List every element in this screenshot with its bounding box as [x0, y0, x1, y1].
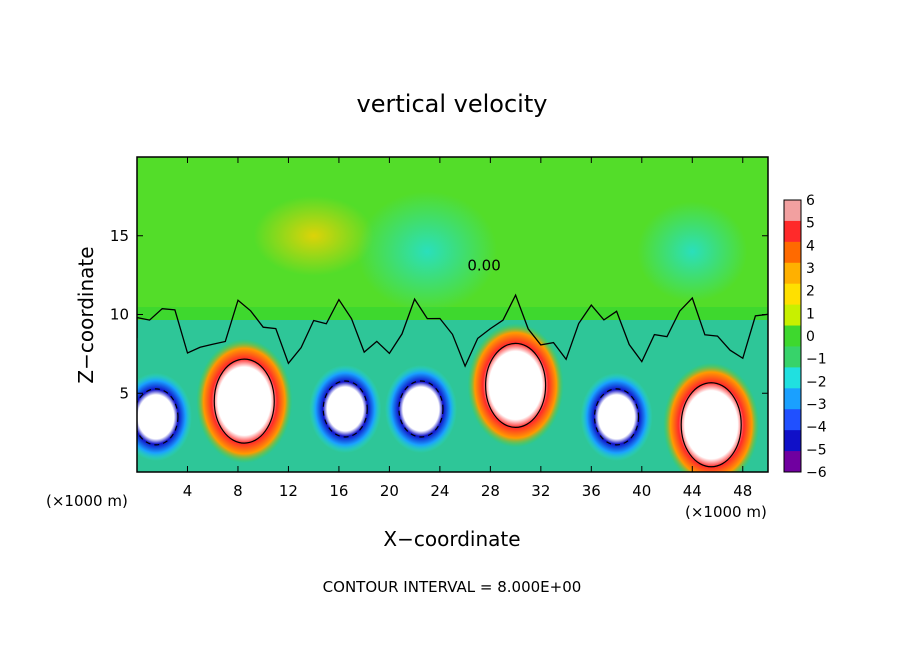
colorbar-tick-12: −6 — [806, 465, 827, 481]
y-tick-label-2: 15 — [110, 227, 129, 245]
colorbar-tick-11: −5 — [806, 442, 827, 458]
downdraft-core-5 — [580, 372, 653, 461]
colorbar-tick-8: −2 — [806, 374, 827, 390]
updraft-core-6 — [663, 362, 760, 472]
contour-core-5 — [593, 388, 640, 446]
colorbar-tick-0: 6 — [806, 193, 815, 209]
weak-downdraft-region — [357, 191, 498, 312]
colorbar-tick-2: 4 — [806, 238, 815, 254]
contour-core-1 — [213, 358, 275, 444]
updraft-core-4 — [467, 323, 564, 448]
colorbar-swatch-8 — [784, 367, 801, 389]
colorbar-swatch-3 — [784, 262, 801, 285]
x-tick-label-7: 32 — [531, 482, 550, 500]
downdraft-core-0 — [137, 372, 192, 461]
x-tick-label-9: 40 — [632, 482, 651, 500]
contour-core-4 — [484, 342, 547, 428]
colorbar-swatch-6 — [784, 325, 801, 347]
downdraft-core-2 — [309, 365, 382, 453]
updraft-core-1 — [196, 339, 293, 464]
plot-area — [137, 157, 768, 472]
y-axis-label: Z−coordinate — [74, 246, 98, 383]
colorbar: 6 5 4 3 2 1 0 −1 −2 −3 −4 −5 −6 — [783, 193, 827, 481]
colorbar-swatch-11 — [784, 430, 801, 452]
contour-core-2 — [322, 380, 368, 438]
contour-lines: 0.00 — [137, 256, 768, 468]
colorbar-swatch-7 — [784, 346, 801, 368]
contour-core-0 — [137, 388, 179, 446]
colorbar-swatch-5 — [784, 304, 801, 327]
colorbar-swatch-10 — [784, 409, 801, 431]
x-tick-label-2: 12 — [279, 482, 298, 500]
x-tick-label-10: 44 — [683, 482, 702, 500]
colorbar-swatch-4 — [784, 283, 801, 306]
x-unit-left: (×1000 m) — [46, 492, 128, 510]
colorbar-tick-1: 5 — [806, 216, 815, 232]
x-tick-label-5: 24 — [430, 482, 449, 500]
weak-updraft-region — [253, 195, 374, 276]
colorbar-frame — [783, 199, 802, 473]
x-tick-label-3: 16 — [329, 482, 348, 500]
colorbar-tick-7: −1 — [806, 352, 827, 368]
downdraft-core-3 — [384, 365, 457, 453]
x-axis-label: X−coordinate — [383, 527, 520, 551]
colorbar-tick-9: −3 — [806, 397, 827, 413]
colorbar-swatch-1 — [784, 220, 801, 243]
contour-interval-note: CONTOUR INTERVAL = 8.000E+00 — [323, 578, 582, 596]
colorbar-tick-10: −4 — [806, 420, 827, 436]
x-unit-right: (×1000 m) — [685, 503, 767, 521]
contour-label: 0.00 — [467, 256, 500, 274]
contour-core-3 — [398, 380, 444, 438]
colorbar-tick-5: 1 — [806, 306, 815, 322]
colorbar-swatch-2 — [784, 241, 801, 264]
colorbar-tick-6: 0 — [806, 329, 815, 345]
colorbar-swatch-9 — [784, 388, 801, 410]
zero-contour — [137, 293, 768, 368]
colorbar-swatch-0 — [784, 200, 801, 222]
colorbar-tick-4: 2 — [806, 284, 815, 300]
colorbar-swatch-12 — [784, 451, 801, 473]
weak-downdraft-region-2 — [637, 201, 748, 302]
x-tick-label-1: 8 — [233, 482, 243, 500]
chart-title: vertical velocity — [357, 90, 548, 118]
contour-core-6 — [680, 382, 742, 468]
colorbar-tick-3: 3 — [806, 261, 815, 277]
x-tick-label-0: 4 — [183, 482, 193, 500]
y-axis-ticks: 5 10 15 — [110, 227, 768, 402]
x-tick-label-11: 48 — [733, 482, 752, 500]
x-axis-ticks: 4 8 12 16 20 24 28 32 36 40 44 48 — [183, 157, 752, 500]
x-tick-label-6: 28 — [481, 482, 500, 500]
y-tick-label-0: 5 — [119, 384, 129, 402]
x-tick-label-8: 36 — [582, 482, 601, 500]
x-tick-label-4: 20 — [380, 482, 399, 500]
y-tick-label-1: 10 — [110, 306, 129, 324]
